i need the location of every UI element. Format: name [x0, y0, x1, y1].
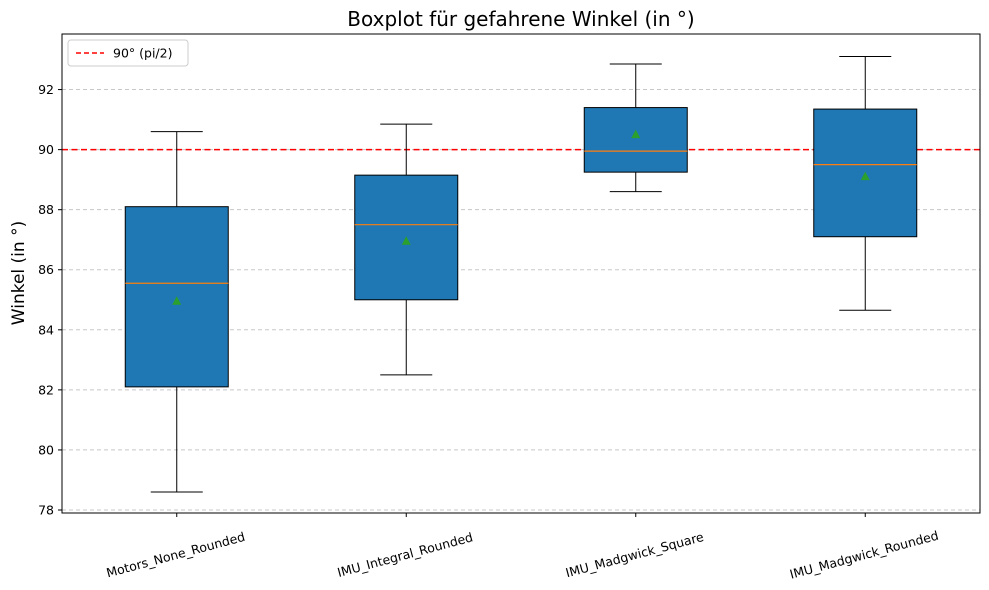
chart-title: Boxplot für gefahrene Winkel (in °): [347, 7, 694, 31]
mean-marker: [401, 236, 411, 245]
box-IMU_Integral_Rounded: [354, 123, 459, 376]
y-tick-label: 82: [38, 382, 54, 397]
legend-reference-label: 90° (pi/2): [113, 46, 172, 61]
boxes-group: [124, 56, 918, 493]
box-iqr: [354, 174, 459, 301]
x-tick-label: IMU_Integral_Rounded: [336, 529, 475, 580]
y-axis: 78 80 82 84 86 88 90 92: [38, 82, 62, 517]
y-tick-label: 88: [38, 202, 54, 217]
box-Motors_None_Rounded: [124, 131, 229, 493]
x-axis: Motors_None_Rounded IMU_Integral_Rounded I…: [105, 513, 940, 582]
y-tick-label: 90: [38, 142, 54, 157]
y-tick-label: 80: [38, 442, 54, 457]
plot-frame: [61, 33, 981, 514]
box-IMU_Madgwick_Square: [583, 63, 688, 193]
y-tick-label: 84: [38, 322, 54, 337]
mean-marker: [631, 129, 641, 139]
box-iqr: [583, 107, 688, 173]
y-tick-label: 78: [38, 502, 54, 517]
mean-marker: [172, 296, 182, 305]
box-IMU_Madgwick_Rounded: [813, 56, 918, 311]
mean-marker: [860, 171, 870, 181]
x-tick-label: Motors_None_Rounded: [105, 529, 247, 580]
y-axis-label: Winkel (in °): [9, 221, 29, 325]
y-tick-label: 86: [38, 262, 54, 277]
legend-frame: [67, 39, 189, 67]
y-tick-label: 92: [38, 82, 54, 97]
x-tick-label: IMU_Madgwick_Square: [564, 529, 706, 580]
x-tick-label: IMU_Madgwick_Rounded: [788, 528, 940, 582]
legend: 90° (pi/2): [67, 39, 189, 67]
